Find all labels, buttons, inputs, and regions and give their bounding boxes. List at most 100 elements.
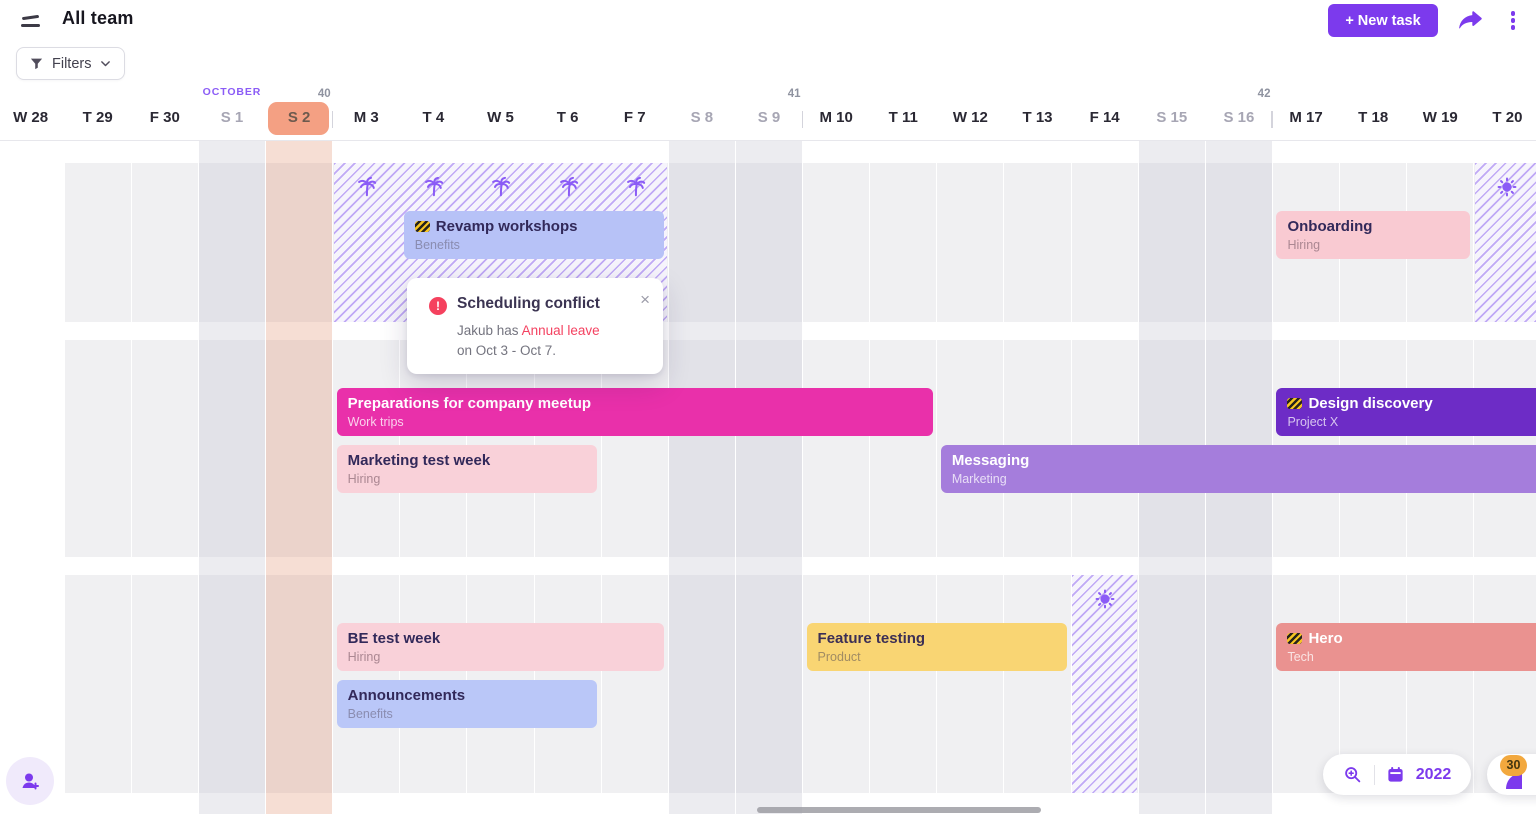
- filters-label: Filters: [52, 55, 92, 72]
- task-subtitle: Benefits: [347, 707, 393, 721]
- day-label-M-17: M 17: [1289, 109, 1323, 126]
- day-label-T-18: T 18: [1358, 109, 1389, 126]
- row-band-aaron: [64, 575, 1536, 793]
- task-bar-onboarding[interactable]: Onboarding Hiring: [1276, 211, 1470, 259]
- task-bar-marketing-test-week[interactable]: Marketing test week Hiring: [336, 445, 598, 493]
- conflict-title: Scheduling conflict: [457, 295, 600, 312]
- day-label-T-11: T 11: [888, 109, 918, 126]
- task-subtitle: Marketing: [951, 472, 1007, 486]
- week-divider: [801, 111, 804, 128]
- sun-icon: [1496, 176, 1518, 198]
- day-label-S-8: S 8: [690, 109, 714, 126]
- grid-line: [63, 141, 65, 814]
- overlap-warning-icon: [414, 221, 430, 232]
- zoom-icon[interactable]: [1343, 765, 1363, 785]
- weekend-column: [198, 141, 266, 814]
- horizontal-scrollbar[interactable]: [757, 807, 1041, 813]
- task-title: Feature testing: [817, 630, 926, 647]
- task-subtitle: Hiring: [1287, 238, 1321, 252]
- year-label[interactable]: 2022: [1415, 765, 1452, 783]
- leave-hatch-jakub[interactable]: [1474, 163, 1536, 322]
- day-label-S-1: S 1: [220, 109, 244, 126]
- month-label: OCTOBER: [202, 86, 262, 98]
- palm-icon: [355, 176, 377, 198]
- task-bar-announcements[interactable]: Announcements Benefits: [336, 680, 598, 728]
- new-task-button[interactable]: + New task: [1328, 4, 1438, 37]
- timeline-controls-pill: 2022: [1323, 754, 1471, 795]
- grid-line: [802, 141, 804, 814]
- day-label-M-10: M 10: [819, 109, 853, 126]
- header-divider: [0, 140, 1536, 141]
- weekend-column: [668, 141, 736, 814]
- day-label-W-12: W 12: [952, 109, 988, 126]
- add-person-button[interactable]: [6, 757, 54, 805]
- day-label-T-20: T 20: [1492, 109, 1523, 126]
- day-label-F-14: F 14: [1089, 109, 1120, 126]
- menu-icon[interactable]: [20, 13, 42, 31]
- task-bar-feature-testing[interactable]: Feature testing Product: [806, 623, 1068, 671]
- task-bar-design-discovery[interactable]: Design discovery Project X: [1276, 388, 1536, 436]
- task-title: Marketing test week: [347, 452, 491, 469]
- pill-divider: [1373, 764, 1375, 785]
- more-options-icon[interactable]: [1508, 11, 1518, 33]
- task-title: BE test week: [347, 630, 441, 647]
- overlap-warning-icon: [1287, 633, 1303, 644]
- grid-line: [332, 141, 334, 814]
- task-bar-revamp-workshops[interactable]: Revamp workshops Benefits: [403, 211, 665, 259]
- task-subtitle: Product: [817, 650, 861, 664]
- chevron-down-icon: [99, 57, 112, 70]
- grid-line: [734, 141, 736, 814]
- task-bar-messaging[interactable]: Messaging Marketing: [940, 445, 1536, 493]
- conflict-text-dates: on Oct 3 - Oct 7.: [457, 342, 557, 358]
- task-bar-preparations-for-company-meetup[interactable]: Preparations for company meetup Work trip…: [336, 388, 933, 436]
- palm-icon: [422, 176, 444, 198]
- task-title: Announcements: [347, 687, 466, 704]
- grid-line: [265, 141, 267, 814]
- day-label-W-28: W 28: [13, 109, 49, 126]
- overlap-warning-icon: [1287, 398, 1303, 409]
- task-title: Preparations for company meetup: [347, 395, 592, 412]
- week-number: 41: [787, 88, 801, 100]
- palm-icon: [489, 176, 511, 198]
- scheduling-conflict-popup: ! Scheduling conflict × Jakub has Annual…: [407, 278, 663, 374]
- day-label-S-16: S 16: [1223, 109, 1255, 126]
- task-subtitle: Project X: [1287, 415, 1339, 429]
- error-icon: !: [429, 297, 447, 315]
- grid-line: [197, 141, 199, 814]
- week-number: 40: [317, 88, 331, 100]
- grid-line: [936, 141, 938, 814]
- share-icon[interactable]: [1458, 9, 1484, 33]
- task-subtitle: Tech: [1287, 650, 1314, 664]
- people-rail: [0, 141, 64, 814]
- conflict-text-prefix: Jakub has: [457, 323, 519, 338]
- time-off-icon: [1502, 768, 1526, 797]
- grid-line: [667, 141, 669, 814]
- day-label-T-29: T 29: [82, 109, 113, 126]
- task-bar-be-test-week[interactable]: BE test week Hiring: [336, 623, 665, 671]
- task-bar-hero[interactable]: Hero Tech: [1276, 623, 1536, 671]
- leave-hatch-aaron[interactable]: [1072, 575, 1138, 793]
- task-subtitle: Hiring: [347, 472, 381, 486]
- day-label-T-4: T 4: [422, 109, 445, 126]
- day-label-S-2: S 2: [287, 109, 311, 126]
- calendar-icon[interactable]: [1386, 765, 1405, 784]
- annual-leave-link[interactable]: Annual leave: [521, 323, 600, 338]
- day-label-F-7: F 7: [623, 109, 646, 126]
- filters-button[interactable]: Filters: [16, 47, 126, 80]
- today-date-pill[interactable]: [268, 102, 329, 135]
- today-column: [265, 141, 333, 814]
- days-off-pill[interactable]: 30: [1487, 754, 1536, 795]
- close-icon[interactable]: ×: [640, 290, 650, 309]
- day-label-T-13: T 13: [1022, 109, 1053, 126]
- filter-funnel-icon: [29, 56, 44, 71]
- conflict-body: Jakub has Annual leave on Oct 3 - Oct 7.: [457, 321, 642, 361]
- add-person-icon: [22, 773, 39, 790]
- grid-line: [130, 141, 132, 814]
- day-label-M-3: M 3: [353, 109, 379, 126]
- task-title: Messaging: [951, 452, 1030, 469]
- palm-icon: [624, 176, 646, 198]
- task-subtitle: Benefits: [414, 238, 460, 252]
- task-title: Onboarding: [1287, 218, 1373, 235]
- day-label-S-15: S 15: [1156, 109, 1188, 126]
- task-title: Design discovery: [1287, 394, 1531, 413]
